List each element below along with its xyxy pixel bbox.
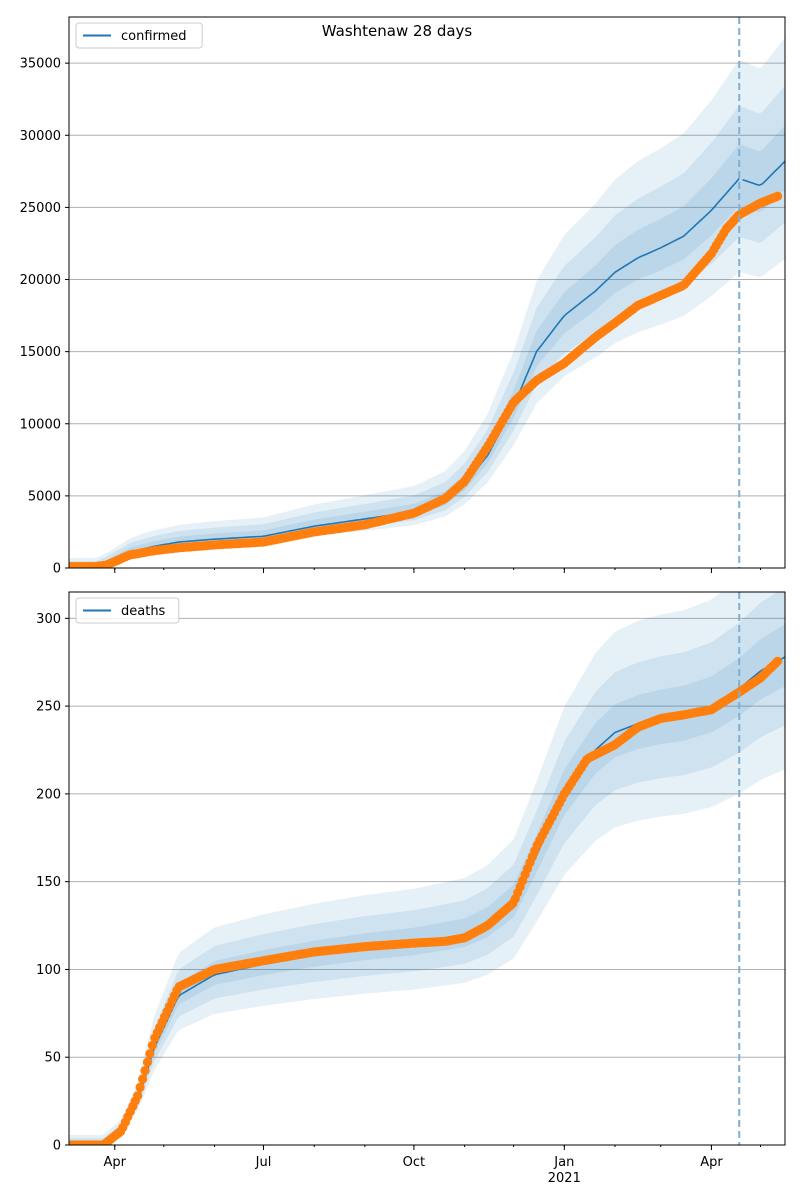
y-tick-label: 0 — [53, 1139, 61, 1154]
y-tick-label: 300 — [36, 612, 61, 627]
observed-point — [140, 1066, 150, 1076]
legend-label: confirmed — [121, 29, 187, 44]
legend — [75, 22, 203, 49]
axes-frame — [68, 591, 786, 1146]
uncertainty-band — [69, 37, 785, 568]
x-tick-label: Jan — [553, 1155, 574, 1170]
axes-frame — [68, 16, 786, 569]
y-tick-label: 35000 — [20, 57, 61, 72]
legend — [75, 597, 180, 624]
y-tick-label: 30000 — [20, 129, 61, 144]
confirmed-panel: 0 5000 10000 15000 20000 25000 30000 35000 confi… — [20, 16, 786, 577]
observed-point — [773, 656, 783, 666]
x-tick-label: Apr — [104, 1155, 127, 1170]
observed-point — [147, 1040, 157, 1050]
observed-point — [135, 1082, 145, 1092]
y-tick-label: 250 — [36, 700, 61, 715]
uncertainty-band — [69, 624, 785, 1145]
uncertainty-band — [69, 592, 785, 1145]
x-tick-label: Apr — [700, 1155, 723, 1170]
observed-point — [133, 1091, 143, 1101]
observed-point — [138, 1074, 148, 1084]
y-tick-label: 50 — [44, 1051, 61, 1066]
y-tick-label: 20000 — [20, 273, 61, 288]
y-tick-label: 150 — [36, 875, 61, 890]
y-tick-label: 25000 — [20, 201, 61, 216]
legend-label: deaths — [121, 604, 166, 619]
observed-point — [145, 1049, 155, 1059]
x-tick-year-label: 2021 — [548, 1171, 581, 1186]
y-tick-label: 10000 — [20, 417, 61, 432]
y-tick-label: 100 — [36, 963, 61, 978]
y-tick-label: 5000 — [28, 489, 61, 504]
x-tick-label: Jul — [255, 1155, 272, 1170]
observed-point — [142, 1057, 153, 1067]
y-tick-label: 200 — [36, 787, 61, 802]
y-tick-label: 0 — [53, 562, 61, 577]
observed-point — [773, 191, 783, 201]
y-tick-label: 15000 — [20, 345, 61, 360]
figure-title: Washtenaw 28 days — [322, 22, 473, 40]
x-tick-label: Oct — [403, 1155, 425, 1170]
uncertainty-band — [69, 592, 785, 1145]
